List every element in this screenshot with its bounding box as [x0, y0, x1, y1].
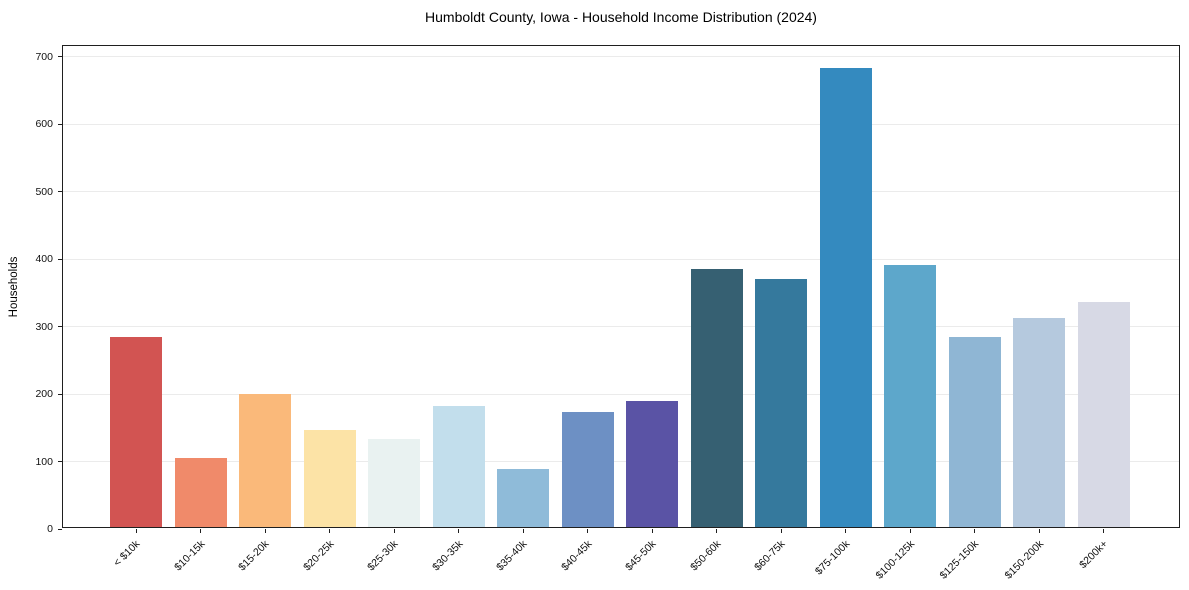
- x-tick-mark: [716, 529, 718, 533]
- x-tick-mark: [522, 529, 524, 533]
- y-tick-label: 100: [35, 455, 53, 468]
- bar-50-60k: [690, 269, 743, 527]
- x-tick-label: $30-35k: [429, 538, 466, 574]
- y-tick-mark: [58, 123, 62, 125]
- bar-15-20k: [239, 394, 292, 527]
- y-tick-mark: [58, 393, 62, 395]
- chart-title: Humboldt County, Iowa - Household Income…: [425, 9, 817, 25]
- x-tick-label: $15-20k: [236, 538, 272, 574]
- bar-35-40k: [497, 469, 550, 527]
- x-tick-label: $40-45k: [558, 538, 595, 574]
- x-tick-label: $10-15k: [171, 538, 208, 574]
- x-tick-mark: [909, 529, 911, 533]
- gridline: [63, 123, 1179, 125]
- bar-10-15k: [174, 457, 227, 527]
- x-tick-label: $125-150k: [937, 538, 982, 582]
- y-tick-mark: [58, 56, 62, 58]
- bar-30-35k: [432, 405, 485, 527]
- y-tick-mark: [58, 326, 62, 328]
- gridline: [63, 56, 1179, 58]
- x-tick-mark: [329, 529, 331, 533]
- gridline: [63, 258, 1179, 260]
- bar-75-100k: [819, 68, 872, 527]
- x-tick-mark: [1038, 529, 1040, 533]
- y-axis-label: Households: [8, 256, 20, 318]
- y-tick-label: 500: [35, 185, 53, 198]
- x-tick-label: $75-100k: [812, 538, 853, 578]
- bar-200k: [1077, 301, 1130, 527]
- y-tick-mark: [58, 258, 62, 260]
- x-tick-label: $150-200k: [1002, 538, 1046, 582]
- y-tick-label: 700: [35, 50, 53, 63]
- y-tick-label: 600: [35, 118, 53, 131]
- bar-150-200k: [1013, 317, 1066, 527]
- gridline: [63, 191, 1179, 193]
- bar-45-50k: [626, 400, 679, 527]
- bar-10k: [110, 336, 162, 527]
- y-tick-label: 400: [35, 253, 53, 266]
- bar-25-30k: [368, 439, 421, 527]
- x-tick-mark: [393, 529, 395, 533]
- bar-100-125k: [884, 265, 937, 527]
- y-tick-label: 0: [47, 523, 53, 535]
- x-tick-mark: [264, 529, 266, 533]
- x-tick-mark: [1103, 529, 1105, 533]
- x-tick-mark: [200, 529, 202, 533]
- x-tick-label: $25-30k: [365, 538, 401, 574]
- bar-125-150k: [948, 337, 1001, 527]
- x-tick-label: < $10k: [111, 538, 143, 569]
- bar-20-25k: [303, 429, 356, 527]
- gridline: [63, 393, 1179, 395]
- x-tick-mark: [651, 529, 653, 533]
- x-tick-label: $50-60k: [687, 538, 724, 574]
- x-tick-label: $60-75k: [752, 538, 788, 574]
- y-tick-label: 200: [35, 388, 53, 401]
- x-tick-label: $20-25k: [300, 538, 337, 574]
- plot-area: 0 100 200 300 400 500 600 700 < $10k $10-15k $15-2…: [35, 45, 1180, 582]
- y-tick-mark: [58, 191, 62, 193]
- gridline: [63, 461, 1179, 463]
- y-tick-label: 300: [35, 320, 53, 333]
- y-tick-mark: [58, 528, 62, 530]
- x-tick-mark: [135, 529, 137, 533]
- bar-40-45k: [561, 412, 614, 527]
- x-tick-mark: [587, 529, 589, 533]
- x-tick-label: $100-125k: [873, 538, 917, 582]
- x-tick-mark: [780, 529, 782, 533]
- x-tick-label: $200k+: [1077, 538, 1111, 572]
- bar-60-75k: [755, 279, 808, 527]
- y-tick-mark: [58, 461, 62, 463]
- x-tick-label: $35-40k: [494, 538, 530, 574]
- x-tick-label: $45-50k: [623, 538, 659, 574]
- x-tick-mark: [974, 529, 976, 533]
- gridline: [63, 326, 1179, 328]
- x-tick-mark: [845, 529, 847, 533]
- x-tick-mark: [458, 529, 460, 533]
